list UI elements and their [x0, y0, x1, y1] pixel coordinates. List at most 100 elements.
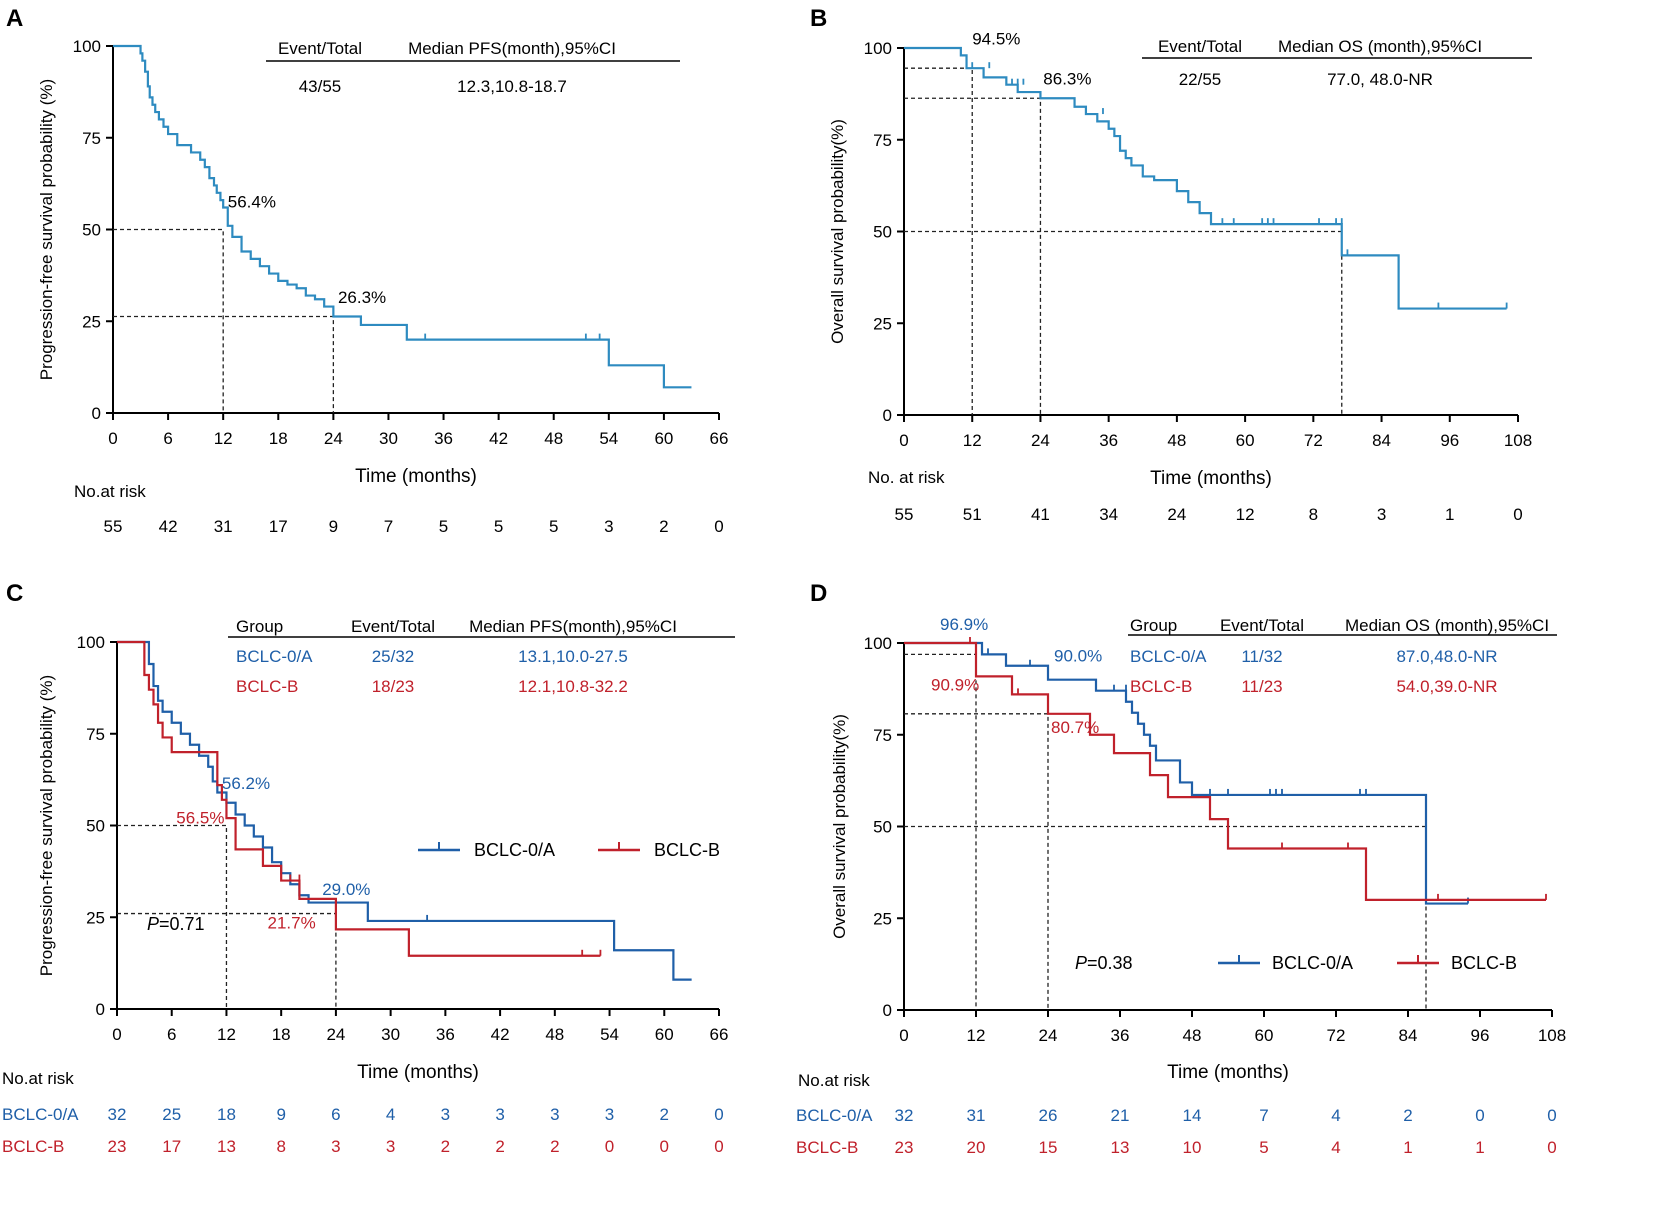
- table-cell: 11/23: [1241, 677, 1282, 696]
- risk-count: 51: [963, 505, 982, 524]
- table-cell: BCLC-B: [1130, 677, 1192, 696]
- x-tick-label: 108: [1504, 431, 1532, 450]
- risk-count: 26: [1039, 1106, 1058, 1125]
- risk-count: 12: [1236, 505, 1255, 524]
- x-tick-label: 24: [1031, 431, 1050, 450]
- risk-count: 0: [605, 1137, 614, 1156]
- table-header: Median PFS(month),95%CI: [408, 39, 616, 58]
- risk-count: 55: [104, 517, 123, 536]
- table-cell: BCLC-0/A: [236, 647, 313, 666]
- survival-curve-bclc-b: [904, 641, 1546, 901]
- x-tick-label: 66: [710, 429, 729, 448]
- p-value: P=0.71: [147, 914, 205, 934]
- table-header: Event/Total: [351, 617, 435, 636]
- table-header: Group: [1130, 616, 1177, 635]
- x-tick-label: 36: [434, 429, 453, 448]
- table-header: Event/Total: [1158, 37, 1242, 56]
- panel-label: A: [6, 5, 23, 32]
- curve-annotation: 21.7%: [268, 913, 316, 932]
- curve-annotation: 96.9%: [940, 615, 988, 634]
- curve-annotation: 94.5%: [972, 29, 1020, 48]
- y-tick-label: 75: [86, 725, 105, 744]
- x-tick-label: 18: [269, 429, 288, 448]
- risk-count: 0: [714, 1137, 723, 1156]
- x-tick-label: 72: [1304, 431, 1323, 450]
- x-tick-label: 12: [217, 1025, 236, 1044]
- risk-count: 0: [1475, 1106, 1484, 1125]
- risk-count: 2: [1403, 1106, 1412, 1125]
- risk-count: 4: [1331, 1106, 1340, 1125]
- risk-row-name: BCLC-B: [796, 1138, 858, 1157]
- risk-count: 23: [895, 1138, 914, 1157]
- y-tick-label: 75: [873, 726, 892, 745]
- risk-count: 13: [1111, 1138, 1130, 1157]
- x-tick-label: 60: [655, 1025, 674, 1044]
- x-tick-label: 24: [326, 1025, 345, 1044]
- x-tick-label: 48: [1183, 1026, 1202, 1045]
- table-header: Group: [236, 617, 283, 636]
- reference-dashed-line: [117, 824, 228, 1009]
- y-tick-label: 50: [873, 818, 892, 837]
- x-tick-label: 6: [167, 1025, 176, 1044]
- risk-count: 34: [1099, 505, 1118, 524]
- panel-label: C: [6, 580, 23, 607]
- risk-row-name: BCLC-B: [2, 1137, 64, 1156]
- x-tick-label: 60: [1236, 431, 1255, 450]
- legend-label: BCLC-B: [1451, 953, 1517, 973]
- risk-count: 5: [549, 517, 558, 536]
- y-axis-label: Overall survival probability(%): [828, 119, 847, 344]
- risk-count: 14: [1183, 1106, 1202, 1125]
- table-cell: 22/55: [1179, 70, 1222, 89]
- curve-annotation: 26.3%: [338, 288, 386, 307]
- risk-count: 8: [276, 1137, 285, 1156]
- risk-count: 3: [1377, 505, 1386, 524]
- table-cell: 12.1,10.8-32.2: [518, 677, 628, 696]
- y-tick-label: 0: [96, 1000, 105, 1019]
- curve-annotation: 90.0%: [1054, 646, 1102, 665]
- risk-count: 9: [329, 517, 338, 536]
- x-tick-label: 30: [379, 429, 398, 448]
- risk-count: 25: [162, 1105, 181, 1124]
- table-cell: 13.1,10.0-27.5: [518, 647, 628, 666]
- risk-count: 2: [495, 1137, 504, 1156]
- risk-count: 7: [384, 517, 393, 536]
- survival-curve-all: [904, 46, 1507, 310]
- y-tick-label: 25: [86, 908, 105, 927]
- risk-count: 32: [895, 1106, 914, 1125]
- risk-count: 15: [1039, 1138, 1058, 1157]
- risk-count: 0: [714, 1105, 723, 1124]
- x-tick-label: 54: [600, 1025, 619, 1044]
- survival-curve-bclc-0-a: [117, 640, 692, 981]
- curve-annotation: 86.3%: [1043, 70, 1091, 89]
- risk-count: 21: [1111, 1106, 1130, 1125]
- table-header: Event/Total: [1220, 616, 1304, 635]
- x-tick-label: 60: [1255, 1026, 1274, 1045]
- risk-count: 4: [386, 1105, 395, 1124]
- risk-count: 6: [331, 1105, 340, 1124]
- risk-row-name: BCLC-0/A: [2, 1105, 79, 1124]
- curve-annotation: 80.7%: [1051, 718, 1099, 737]
- risk-count: 3: [386, 1137, 395, 1156]
- reference-dashed-line: [904, 653, 977, 1010]
- panel-label: D: [810, 580, 827, 607]
- risk-count: 3: [331, 1137, 340, 1156]
- x-tick-label: 66: [710, 1025, 729, 1044]
- y-tick-label: 75: [82, 129, 101, 148]
- survival-curve-all: [113, 44, 692, 389]
- risk-count: 31: [214, 517, 233, 536]
- risk-count: 5: [494, 517, 503, 536]
- x-tick-label: 0: [112, 1025, 121, 1044]
- risk-count: 18: [217, 1105, 236, 1124]
- risk-count: 17: [162, 1137, 181, 1156]
- y-tick-label: 0: [883, 1001, 892, 1020]
- y-tick-label: 25: [82, 312, 101, 331]
- curve-annotation: 56.2%: [222, 774, 270, 793]
- y-tick-label: 25: [873, 909, 892, 928]
- legend-label: BCLC-B: [654, 840, 720, 860]
- x-axis-label: Time (months): [1167, 1062, 1289, 1083]
- risk-count: 9: [276, 1105, 285, 1124]
- x-tick-label: 84: [1372, 431, 1391, 450]
- risk-count: 8: [1309, 505, 1318, 524]
- risk-table-label: No. at risk: [868, 468, 945, 487]
